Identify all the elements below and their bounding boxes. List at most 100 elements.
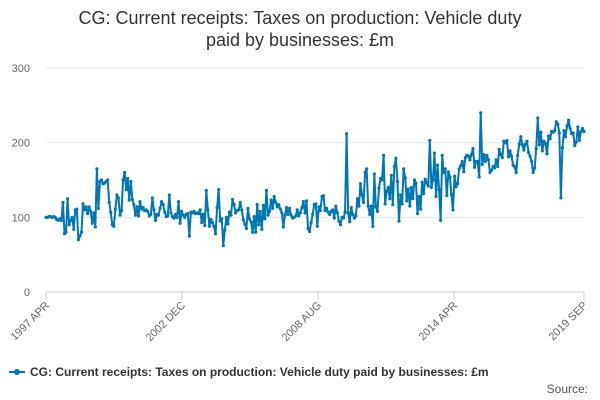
data-point[interactable] — [476, 159, 480, 163]
data-point[interactable] — [383, 202, 387, 206]
data-point[interactable] — [79, 230, 84, 234]
data-point[interactable] — [53, 215, 57, 219]
data-point[interactable] — [403, 176, 407, 180]
data-point[interactable] — [423, 177, 427, 181]
data-point[interactable] — [86, 212, 90, 216]
data-point[interactable] — [385, 189, 389, 193]
data-point[interactable] — [130, 197, 134, 202]
data-point[interactable] — [201, 212, 205, 216]
data-point[interactable] — [368, 212, 372, 216]
data-point[interactable] — [309, 220, 313, 225]
data-point[interactable] — [460, 159, 464, 163]
data-point[interactable] — [215, 206, 219, 210]
data-point[interactable] — [346, 211, 350, 215]
data-point[interactable] — [485, 153, 489, 157]
data-point[interactable] — [81, 202, 85, 206]
data-point[interactable] — [264, 188, 269, 193]
data-point[interactable] — [332, 216, 336, 220]
data-point[interactable] — [337, 219, 341, 223]
data-point[interactable] — [343, 210, 347, 214]
data-point[interactable] — [539, 130, 543, 134]
data-point[interactable] — [258, 209, 262, 213]
data-point[interactable] — [198, 208, 202, 212]
data-point[interactable] — [250, 230, 255, 234]
data-point[interactable] — [459, 164, 463, 168]
data-point[interactable] — [181, 213, 185, 217]
data-point[interactable] — [489, 168, 494, 172]
data-point[interactable] — [514, 170, 518, 175]
data-point[interactable] — [301, 200, 306, 204]
data-point[interactable] — [241, 217, 245, 222]
data-point[interactable] — [559, 196, 563, 200]
data-point[interactable] — [90, 221, 94, 225]
data-point[interactable] — [411, 197, 415, 201]
data-point[interactable] — [508, 149, 512, 153]
data-point[interactable] — [106, 178, 110, 182]
data-point[interactable] — [287, 206, 292, 210]
data-point[interactable] — [369, 204, 373, 208]
data-point[interactable] — [352, 216, 356, 220]
data-point[interactable] — [176, 200, 181, 204]
data-point[interactable] — [526, 150, 531, 154]
data-point[interactable] — [560, 146, 565, 150]
data-point[interactable] — [341, 216, 346, 220]
data-point[interactable] — [118, 213, 122, 217]
data-point[interactable] — [126, 176, 130, 181]
data-point[interactable] — [289, 213, 293, 217]
data-point[interactable] — [454, 185, 458, 189]
data-point[interactable] — [275, 205, 279, 209]
data-point[interactable] — [494, 158, 498, 162]
data-point[interactable] — [271, 206, 275, 210]
data-point[interactable] — [455, 182, 460, 186]
data-point[interactable] — [479, 111, 483, 115]
data-point[interactable] — [92, 211, 96, 215]
data-point[interactable] — [374, 205, 378, 209]
data-point[interactable] — [580, 126, 585, 131]
data-point[interactable] — [121, 178, 125, 182]
data-point[interactable] — [138, 200, 142, 204]
data-point[interactable] — [513, 164, 517, 169]
data-point[interactable] — [516, 153, 520, 157]
data-point[interactable] — [546, 134, 551, 138]
data-point[interactable] — [432, 151, 437, 155]
data-point[interactable] — [175, 215, 179, 219]
data-point[interactable] — [70, 215, 74, 219]
data-point[interactable] — [412, 178, 417, 182]
data-point[interactable] — [223, 228, 227, 232]
data-point[interactable] — [439, 218, 443, 222]
data-point[interactable] — [435, 163, 440, 167]
data-point[interactable] — [335, 211, 339, 215]
data-point[interactable] — [166, 214, 170, 218]
data-point[interactable] — [452, 174, 457, 178]
data-point[interactable] — [153, 218, 158, 222]
data-point[interactable] — [462, 170, 466, 174]
data-point[interactable] — [150, 196, 154, 200]
data-point[interactable] — [531, 170, 535, 175]
data-point[interactable] — [562, 129, 566, 133]
data-point[interactable] — [517, 142, 521, 146]
data-point[interactable] — [69, 218, 73, 222]
data-point[interactable] — [483, 159, 487, 163]
data-point[interactable] — [361, 200, 366, 204]
data-point[interactable] — [169, 211, 173, 215]
data-point[interactable] — [536, 116, 540, 120]
data-point[interactable] — [203, 223, 207, 228]
data-point[interactable] — [328, 212, 332, 216]
data-point[interactable] — [112, 224, 116, 228]
data-point[interactable] — [466, 154, 470, 158]
data-point[interactable] — [306, 226, 310, 231]
data-point[interactable] — [158, 206, 162, 210]
data-point[interactable] — [486, 158, 491, 162]
data-point[interactable] — [141, 206, 145, 210]
data-point[interactable] — [545, 152, 549, 156]
data-point[interactable] — [480, 162, 484, 166]
data-point[interactable] — [425, 181, 429, 185]
data-point[interactable] — [99, 178, 104, 182]
data-point[interactable] — [263, 217, 267, 221]
data-point[interactable] — [354, 214, 358, 218]
data-point[interactable] — [398, 193, 403, 197]
data-point[interactable] — [431, 178, 435, 182]
data-point[interactable] — [123, 170, 127, 175]
data-point[interactable] — [257, 223, 261, 227]
data-point[interactable] — [269, 198, 273, 202]
